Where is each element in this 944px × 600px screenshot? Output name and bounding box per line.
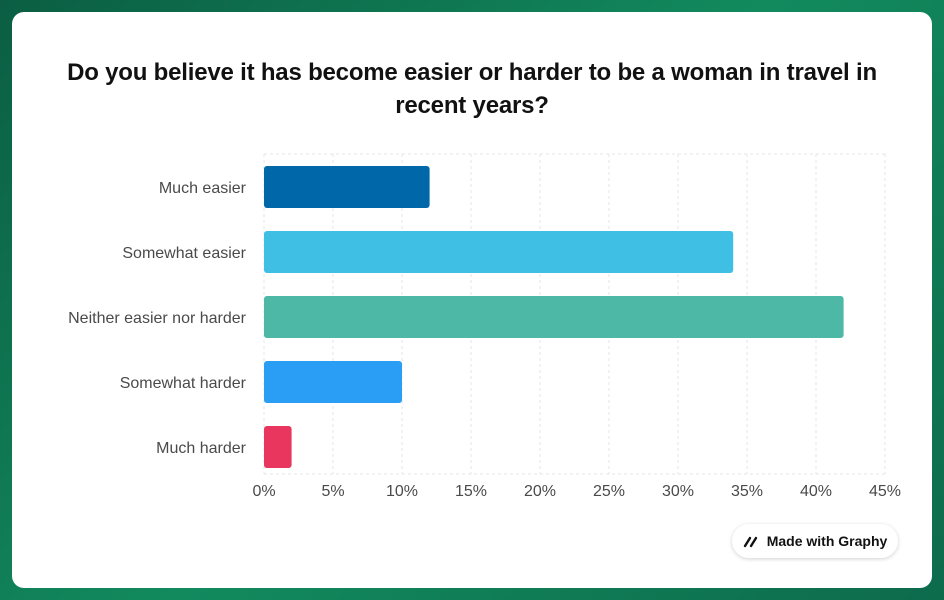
x-tick-label: 20% (524, 483, 556, 500)
y-tick-label: Much easier (159, 180, 247, 197)
y-tick-label: Somewhat easier (122, 245, 246, 262)
chart-title: Do you believe it has become easier or h… (67, 59, 877, 119)
x-tick-label: 25% (593, 483, 625, 500)
bar (264, 361, 402, 403)
x-tick-label: 15% (455, 483, 487, 500)
x-tick-label: 30% (662, 483, 694, 500)
bar (264, 426, 292, 468)
x-tick-label: 35% (731, 483, 763, 500)
bar-chart: Much easier Somewhat easier Neither easier… (68, 153, 901, 500)
bar (264, 166, 430, 208)
x-tick-label: 10% (386, 483, 418, 500)
x-tick-label: 45% (869, 483, 901, 500)
x-tick-label: 0% (252, 483, 275, 500)
bar (264, 231, 734, 273)
x-tick-label: 5% (321, 483, 344, 500)
bar (264, 296, 844, 338)
y-tick-label: Much harder (156, 440, 246, 457)
y-tick-label: Neither easier nor harder (68, 310, 247, 327)
badge-label: Made with Graphy (766, 533, 888, 549)
y-tick-label: Somewhat harder (120, 375, 247, 392)
graphy-logo-icon (743, 533, 759, 549)
made-with-graphy-badge[interactable]: Made with Graphy (732, 524, 898, 558)
chart-card: Do you believe it has become easier or h… (12, 12, 932, 588)
x-tick-label: 40% (800, 483, 832, 500)
